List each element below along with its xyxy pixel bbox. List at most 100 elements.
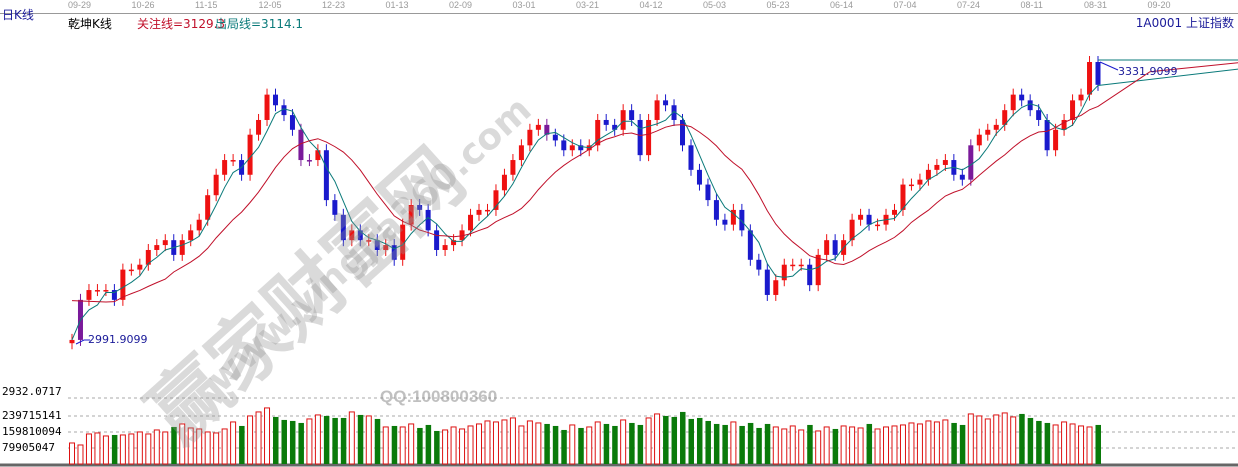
candle [620, 110, 626, 130]
volume-bar-up [509, 417, 516, 465]
volume-bar-up [645, 417, 652, 465]
date-tick: 06-14 [830, 0, 854, 10]
candle [103, 290, 109, 292]
candle [120, 269, 126, 300]
candle [637, 119, 643, 156]
candle [111, 290, 117, 300]
volume-bar-up [102, 435, 109, 465]
volume-tick-2: 159810094 [2, 425, 62, 438]
date-tick: 03-01 [512, 0, 536, 10]
candle [747, 230, 753, 260]
volume-bar-up [730, 421, 737, 465]
volume-bar-down [756, 427, 762, 464]
volume-bar-down [832, 428, 839, 464]
candle [858, 214, 864, 220]
candle [527, 129, 533, 146]
volume-bar-up [382, 426, 389, 465]
volume-bar-down [739, 425, 745, 464]
candle [264, 94, 270, 120]
volume-bar-up [620, 419, 627, 465]
volume-bar-up [594, 421, 601, 465]
candle [188, 230, 194, 241]
volume-bar-up [535, 422, 542, 465]
volume-bar-up [85, 433, 92, 465]
volume-bar-down [391, 425, 398, 464]
volume-bar-up [899, 424, 906, 465]
candle [273, 94, 279, 106]
volume-bar-up [942, 419, 949, 465]
date-tick: 05-03 [703, 0, 727, 10]
period-label[interactable]: 日K线 [2, 8, 34, 22]
volume-bar-down [273, 416, 279, 464]
candle [86, 290, 92, 300]
candle [1053, 129, 1059, 151]
volume-bar-down [629, 422, 635, 464]
volume-bar-up [77, 444, 84, 465]
candle [315, 150, 321, 161]
volume-bar-down [713, 423, 720, 464]
volume-bar-down [1027, 417, 1034, 464]
candle [925, 169, 931, 180]
symbol-label: 1A0001 上证指数 [1135, 16, 1234, 30]
volume-bar-down [552, 425, 559, 464]
volume-bar-up [492, 421, 499, 465]
volume-bar-up [849, 426, 856, 465]
volume-bar-up [976, 415, 983, 465]
volume-tick-1: 79905047 [2, 441, 55, 454]
date-tick: 04-12 [639, 0, 663, 10]
candle [713, 200, 719, 220]
date-axis: 09-29 10-26 11-15 12-05 12-23 01-13 02-09 03-01… [0, 0, 1238, 14]
date-tick: 02-09 [449, 0, 473, 10]
candle [1002, 110, 1008, 125]
volume-bar-up [908, 422, 915, 465]
volume-bar-up [857, 427, 864, 465]
candle [739, 209, 745, 231]
candle [281, 105, 287, 116]
candle [1019, 94, 1025, 101]
volume-bar-up [476, 423, 483, 465]
volume-bar-up [306, 418, 313, 465]
volume-bar-up [221, 428, 228, 465]
volume-bar-up [1010, 416, 1017, 465]
candle [875, 224, 881, 227]
volume-bar-down [111, 434, 118, 464]
volume-bar-down [951, 422, 957, 464]
volume-bar-down [289, 420, 296, 464]
volume-bar-down [374, 418, 381, 464]
candle [603, 119, 609, 125]
candle [145, 249, 151, 265]
volume-bar-up [586, 426, 593, 465]
volume-bar-up [501, 419, 508, 465]
candle [807, 264, 813, 286]
exit-line [71, 68, 1238, 341]
date-tick: 08-31 [1084, 0, 1108, 10]
candle [671, 105, 677, 120]
volume-bar-down [747, 422, 754, 464]
volume-bar-up [187, 427, 194, 465]
volume-bar-up [348, 411, 355, 465]
candle [832, 240, 838, 255]
high-price-annotation: 3331.9099 [1118, 65, 1178, 78]
candle [866, 214, 872, 225]
candle [900, 184, 906, 210]
volume-bar-up [1001, 412, 1008, 465]
candle [680, 119, 686, 146]
candle [815, 254, 821, 286]
volume-bar-down [171, 426, 177, 464]
candle [162, 240, 168, 246]
volume-bar-down [671, 416, 678, 464]
volume-bar-down [323, 415, 330, 464]
candle [578, 145, 584, 151]
volume-tick-3: 239715141 [2, 409, 62, 422]
volume-bar-up [459, 428, 466, 465]
candle [756, 259, 762, 270]
candle [891, 209, 897, 215]
volume-bar-up [119, 434, 126, 465]
volume-bar-up [179, 423, 186, 465]
candle [400, 224, 406, 260]
candle [917, 179, 923, 185]
candle [1087, 62, 1093, 95]
volume-bar-down [680, 411, 686, 464]
volume-bar-up [467, 425, 474, 465]
